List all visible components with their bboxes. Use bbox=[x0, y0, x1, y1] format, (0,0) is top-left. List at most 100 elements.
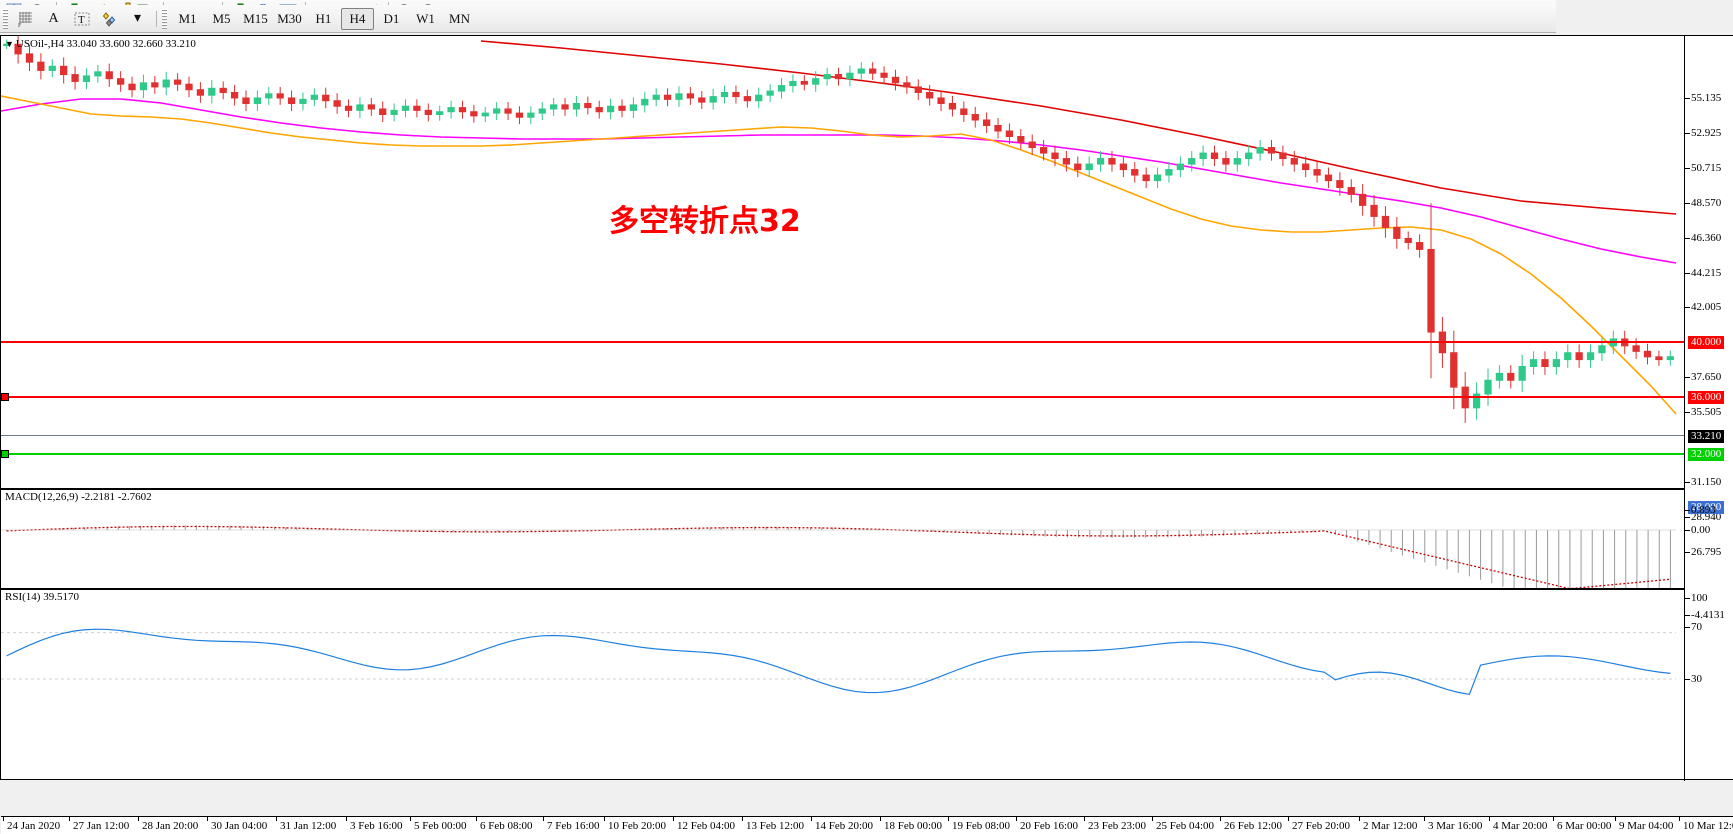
price-tick-0-label: 55.135 bbox=[1691, 92, 1722, 104]
level-36-handle[interactable] bbox=[1, 393, 9, 401]
candle-body bbox=[139, 82, 148, 91]
candle-body bbox=[162, 79, 170, 88]
price-tick-7-tick bbox=[1685, 377, 1690, 378]
timeframe-m5[interactable]: M5 bbox=[212, 10, 231, 26]
time-label-3: 30 Jan 04:00 bbox=[211, 820, 268, 832]
candle-body bbox=[1598, 345, 1606, 354]
time-label-20: 2 Mar 12:00 bbox=[1363, 820, 1418, 832]
candle-body bbox=[618, 105, 626, 111]
candle-body bbox=[903, 82, 911, 88]
candle-body bbox=[458, 107, 467, 113]
candle-body bbox=[914, 86, 922, 93]
objects-list-icon[interactable] bbox=[96, 7, 123, 31]
candle-body bbox=[117, 78, 125, 85]
time-tick-8 bbox=[543, 816, 544, 821]
candle-body bbox=[1359, 193, 1367, 206]
level-32-tag[interactable]: 32.000 bbox=[1688, 448, 1725, 461]
price-tick-9-tick bbox=[1685, 482, 1690, 483]
toolbar-grip[interactable] bbox=[3, 8, 8, 29]
chart-canvas[interactable]: ▼ USOil-,H4 33.040 33.600 32.660 33.210 多… bbox=[0, 35, 1733, 834]
candle-body bbox=[812, 78, 820, 85]
candle-body bbox=[675, 93, 683, 100]
candle-body bbox=[527, 112, 535, 118]
time-tick-19 bbox=[1288, 816, 1289, 821]
candle-body bbox=[789, 80, 797, 87]
price-tick-10-label: 28.940 bbox=[1691, 511, 1722, 523]
time-tick-23 bbox=[1553, 816, 1554, 821]
timeframe-m1[interactable]: M1 bbox=[178, 10, 197, 26]
price-tick-8-label: 35.505 bbox=[1691, 406, 1722, 418]
price-level-line-40[interactable] bbox=[1, 341, 1685, 343]
candle-body bbox=[344, 105, 353, 111]
price-tick-11-label: 26.795 bbox=[1691, 546, 1722, 558]
price-tick-6-label: 42.005 bbox=[1691, 301, 1722, 313]
time-tick-7 bbox=[476, 816, 477, 821]
candle-body bbox=[128, 83, 136, 91]
timeframe-mn[interactable]: MN bbox=[449, 10, 470, 26]
time-tick-13 bbox=[880, 816, 881, 821]
candle-body bbox=[1347, 186, 1355, 195]
time-label-5: 3 Feb 16:00 bbox=[350, 820, 403, 832]
timeframe-m30[interactable]: M30 bbox=[277, 10, 302, 26]
chart-collapse-arrow[interactable]: ▼ bbox=[5, 39, 14, 49]
level-32-handle[interactable] bbox=[1, 450, 9, 458]
rsi-pane[interactable]: RSI(14) 39.5170 bbox=[1, 590, 1726, 712]
macd-tick-0-tick bbox=[1685, 510, 1690, 511]
price-axis-divider bbox=[1684, 36, 1685, 781]
time-tick-18 bbox=[1220, 816, 1221, 821]
timeframe-h1[interactable]: H1 bbox=[315, 10, 332, 26]
level-28-tag[interactable]: 28.000 bbox=[1688, 501, 1725, 514]
price-tick-1-tick bbox=[1685, 133, 1690, 134]
price-tick-5-label: 44.215 bbox=[1691, 267, 1722, 279]
label-tool-button[interactable]: T bbox=[68, 7, 95, 31]
candle-body bbox=[1529, 359, 1538, 367]
timeframe-h4[interactable]: H4 bbox=[341, 7, 374, 30]
candle-body bbox=[1575, 352, 1583, 361]
time-axis[interactable]: 24 Jan 2020 27 Jan 12:00 28 Jan 20:00 30 Ja… bbox=[1, 816, 1733, 834]
candle-body bbox=[1313, 169, 1321, 176]
objects-dropdown-arrow[interactable]: ▾ bbox=[133, 11, 142, 26]
price-level-line-36[interactable] bbox=[1, 393, 1685, 401]
price-axis[interactable]: 55.135 52.925 50.715 48.570 46.360 44.215 42.0… bbox=[1685, 36, 1733, 779]
level-40-tag[interactable]: 40.000 bbox=[1688, 336, 1725, 349]
timeframe-d1[interactable]: D1 bbox=[383, 10, 400, 26]
candle-body bbox=[1119, 163, 1127, 171]
timeframe-w1[interactable]: W1 bbox=[416, 10, 435, 26]
svg-text:T: T bbox=[78, 14, 85, 26]
drawing-and-timeframe-toolbar[interactable]: F A T ▾ M1 M5 M15 M30 H1 H4 D1 W1 MN bbox=[0, 5, 1556, 33]
price-tick-3-label: 48.570 bbox=[1691, 197, 1722, 209]
time-axis-line bbox=[1, 816, 1733, 817]
candle-body bbox=[1085, 163, 1093, 171]
price-tick-7-label: 37.650 bbox=[1691, 371, 1722, 383]
candle-body bbox=[447, 107, 455, 113]
candle-body bbox=[971, 113, 979, 121]
candle-body bbox=[709, 96, 717, 103]
macd-pane[interactable]: MACD(12,26,9) -2.2181 -2.7602 bbox=[1, 490, 1726, 588]
time-tick-10 bbox=[673, 816, 674, 821]
time-tick-1 bbox=[69, 816, 70, 821]
time-label-8: 7 Feb 16:00 bbox=[547, 820, 600, 832]
candle-body bbox=[766, 90, 774, 96]
candle-body bbox=[310, 94, 318, 100]
time-label-9: 10 Feb 20:00 bbox=[608, 820, 667, 832]
candle-body bbox=[504, 108, 512, 114]
candle-body bbox=[1404, 237, 1412, 244]
time-label-7: 6 Feb 08:00 bbox=[480, 820, 533, 832]
time-tick-22 bbox=[1489, 816, 1490, 821]
candle-body bbox=[800, 80, 808, 85]
level-current-tag[interactable]: 33.210 bbox=[1688, 430, 1725, 443]
price-level-line-current[interactable] bbox=[1, 435, 1685, 436]
grid-tool-icon[interactable]: F bbox=[12, 7, 39, 31]
price-level-line-32[interactable] bbox=[1, 450, 1685, 458]
timeframe-toolbar-grip[interactable] bbox=[162, 8, 167, 29]
candle-body bbox=[755, 94, 763, 102]
time-label-4: 31 Jan 12:00 bbox=[280, 820, 337, 832]
text-tool-button[interactable]: A bbox=[48, 10, 59, 26]
timeframe-m15[interactable]: M15 bbox=[243, 10, 268, 26]
price-tick-4-tick bbox=[1685, 238, 1690, 239]
candle-body bbox=[470, 111, 478, 117]
level-36-tag[interactable]: 36.000 bbox=[1688, 391, 1725, 404]
candle-body bbox=[436, 111, 444, 115]
rsi-label: RSI(14) 39.5170 bbox=[5, 591, 79, 603]
candle-body bbox=[777, 85, 786, 92]
